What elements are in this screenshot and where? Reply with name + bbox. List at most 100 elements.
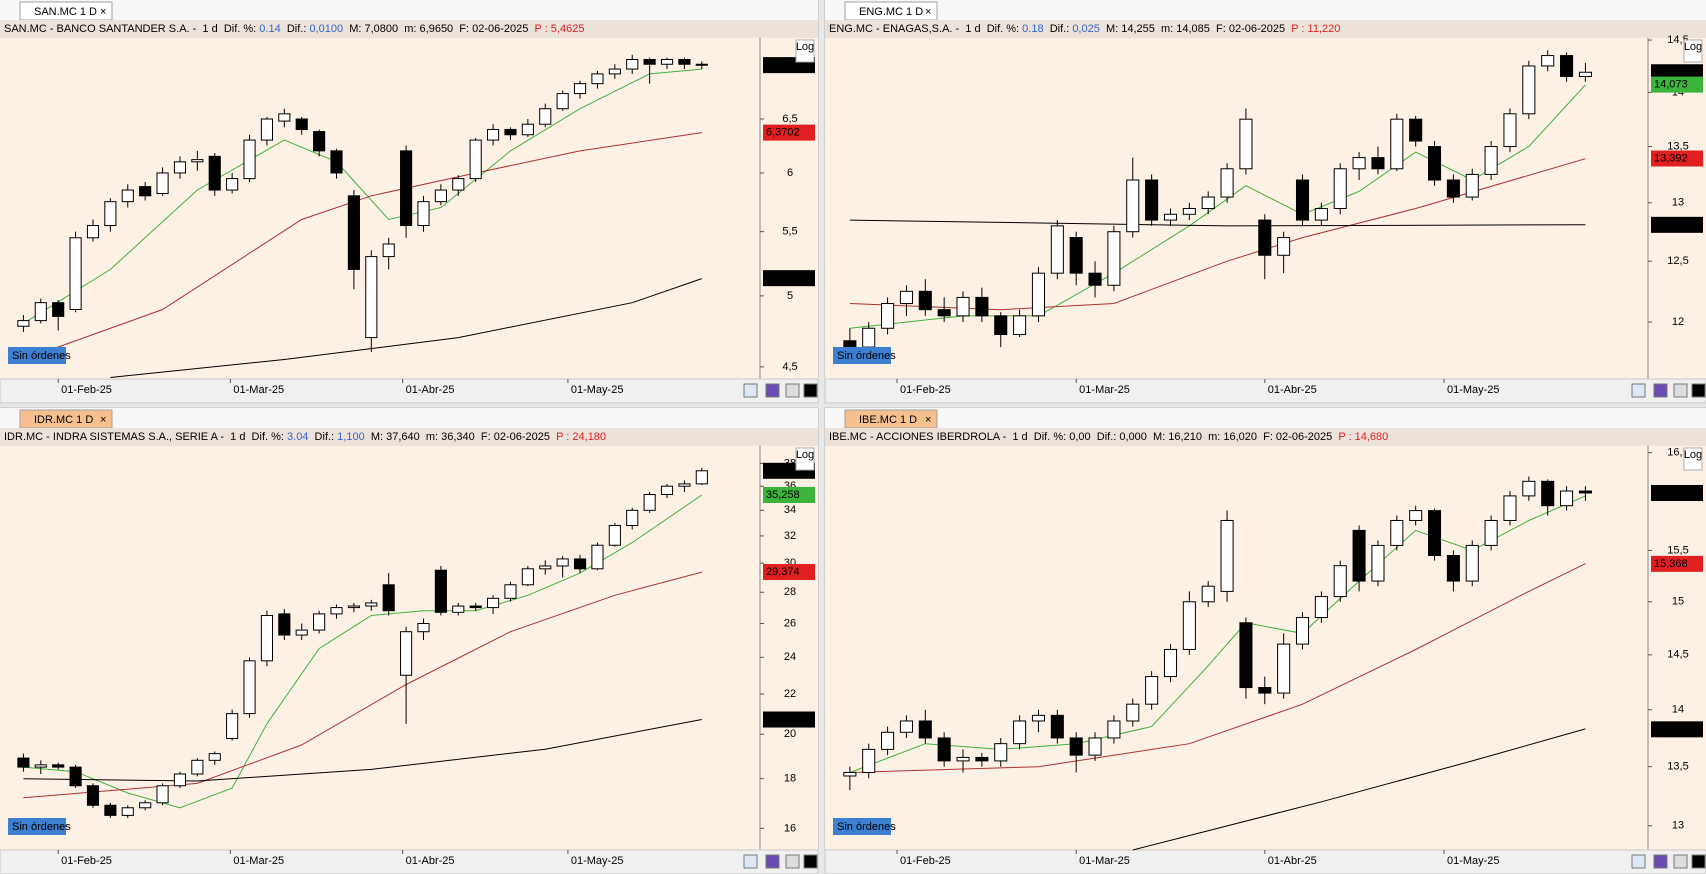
candle-body bbox=[1239, 118, 1253, 170]
candle-body bbox=[226, 713, 239, 739]
moving-average bbox=[1132, 728, 1586, 851]
tab-bar bbox=[825, 408, 1706, 428]
candle-body bbox=[156, 172, 169, 195]
chart-panel: ENG.MC 1 D × ENG.MC - ENAGAS,S.A. - 1 d Di… bbox=[824, 0, 1706, 404]
y-tick-label: 24 bbox=[784, 651, 796, 663]
candle-body bbox=[86, 225, 100, 239]
price-tag bbox=[763, 270, 815, 287]
candle-body bbox=[1333, 565, 1347, 598]
header-bar bbox=[825, 20, 1706, 38]
y-tick-label: 32 bbox=[784, 530, 796, 542]
y-tick-label: 28 bbox=[784, 586, 796, 598]
price-axis bbox=[1648, 446, 1706, 850]
tool-icon[interactable] bbox=[765, 383, 780, 398]
tool-icon[interactable] bbox=[765, 854, 780, 869]
y-tick-label: 18 bbox=[784, 773, 796, 785]
log-button[interactable] bbox=[1683, 447, 1703, 471]
x-tick-label: 01-May-25 bbox=[571, 384, 624, 396]
candle-body bbox=[313, 131, 326, 152]
header-info: IDR.MC - INDRA SISTEMAS S.A., SERIE A - … bbox=[4, 431, 606, 443]
moving-average bbox=[849, 219, 1586, 227]
candle-body bbox=[1522, 480, 1536, 497]
y-tick-label: 6,5 bbox=[782, 113, 797, 125]
candle-body bbox=[862, 327, 876, 348]
y-tick-label: 14,5 bbox=[1667, 34, 1688, 46]
candle-body bbox=[191, 159, 204, 163]
tool-icon[interactable] bbox=[1631, 854, 1646, 869]
header-segment: Dif.: bbox=[1091, 431, 1120, 443]
candle-body bbox=[313, 613, 326, 631]
tool-icon[interactable] bbox=[803, 383, 818, 398]
candle-body bbox=[1031, 272, 1046, 317]
price-axis bbox=[760, 446, 818, 850]
tool-icon[interactable] bbox=[743, 383, 758, 398]
candle-body bbox=[139, 186, 152, 197]
tool-icon[interactable] bbox=[785, 854, 800, 869]
tab-close: × bbox=[100, 6, 106, 18]
y-tick-label: 26 bbox=[784, 617, 796, 629]
orders-badge bbox=[8, 347, 66, 364]
log-label[interactable]: Log bbox=[1684, 41, 1702, 53]
header-segment: P : 11,220 bbox=[1291, 23, 1340, 35]
candle-body bbox=[86, 785, 100, 806]
tab-label[interactable]: IDR.MC 1 D bbox=[34, 414, 93, 426]
candle-body bbox=[52, 764, 65, 768]
header-segment: 0,000 bbox=[1119, 431, 1147, 443]
header-segment: 0,0100 bbox=[309, 23, 343, 35]
candle-body bbox=[1163, 648, 1178, 678]
chart-panel: IBE.MC 1 D × IBE.MC - ACCIONES IBERDROLA -… bbox=[824, 407, 1706, 874]
candle-body bbox=[1541, 55, 1555, 67]
price-tag bbox=[763, 564, 815, 581]
tool-icon[interactable] bbox=[743, 854, 758, 869]
tool-icon[interactable] bbox=[785, 383, 800, 398]
tab-label[interactable]: SAN.MC 1 D bbox=[34, 6, 97, 18]
candle-body bbox=[937, 309, 951, 317]
header-segment: Dif.: bbox=[1044, 23, 1073, 35]
candle-body bbox=[1578, 490, 1592, 494]
moving-average bbox=[23, 719, 702, 782]
tab-label[interactable]: IBE.MC 1 D bbox=[859, 414, 917, 426]
orders-badge bbox=[833, 818, 891, 835]
candle-body bbox=[539, 108, 552, 125]
tool-icon[interactable] bbox=[803, 854, 818, 869]
price-tag-label: 16,08 bbox=[1654, 487, 1682, 499]
y-tick-label: 13,5 bbox=[1667, 761, 1688, 773]
log-label[interactable]: Log bbox=[796, 449, 814, 461]
candle-body bbox=[434, 569, 447, 613]
y-tick-label: 13 bbox=[1672, 197, 1684, 209]
tool-icon[interactable] bbox=[1653, 854, 1668, 869]
candle-body bbox=[347, 605, 360, 609]
candle-body bbox=[591, 73, 604, 85]
candle-body bbox=[260, 614, 273, 662]
tool-icon[interactable] bbox=[1691, 854, 1706, 869]
log-button[interactable] bbox=[1683, 39, 1703, 63]
candle-body bbox=[975, 296, 989, 317]
x-tick-label: 01-Abr-25 bbox=[406, 855, 455, 867]
header-segment: SAN.MC - BANCO SANTANDER S.A. - 1 d Dif.… bbox=[4, 23, 259, 35]
log-label[interactable]: Log bbox=[1684, 449, 1702, 461]
tab-label[interactable]: ENG.MC 1 D bbox=[859, 6, 923, 18]
price-tag bbox=[763, 487, 815, 504]
candle-body bbox=[1239, 622, 1253, 689]
candle-body bbox=[243, 660, 256, 715]
candle-body bbox=[417, 623, 430, 633]
candle-body bbox=[1145, 676, 1159, 705]
x-tick-label: 01-Mar-25 bbox=[1079, 384, 1130, 396]
tool-icon[interactable] bbox=[1691, 383, 1706, 398]
tool-icon[interactable] bbox=[1631, 383, 1646, 398]
candle-body bbox=[278, 613, 291, 636]
candle-body bbox=[956, 756, 970, 762]
candle-body bbox=[382, 584, 395, 612]
candle-body bbox=[843, 771, 857, 777]
candle-body bbox=[1503, 113, 1517, 148]
chart-panel: SAN.MC 1 D × SAN.MC - BANCO SANTANDER S.A.… bbox=[0, 0, 819, 404]
tool-icon[interactable] bbox=[1673, 383, 1688, 398]
tool-icon[interactable] bbox=[1653, 383, 1668, 398]
price-tag-label: 5,1331 bbox=[766, 272, 800, 284]
price-tag bbox=[1651, 484, 1703, 501]
log-button[interactable] bbox=[795, 447, 815, 471]
log-button[interactable] bbox=[795, 39, 815, 63]
log-label[interactable]: Log bbox=[796, 41, 814, 53]
candle-body bbox=[173, 161, 187, 174]
tool-icon[interactable] bbox=[1673, 854, 1688, 869]
